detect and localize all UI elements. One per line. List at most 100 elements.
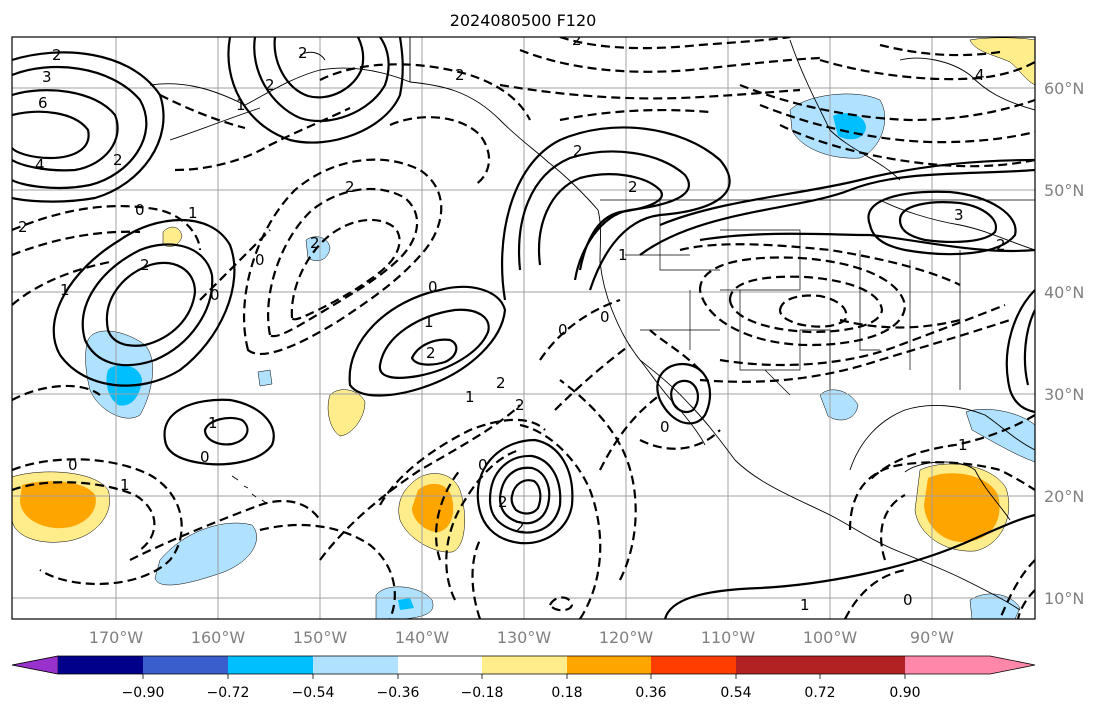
contour-label: 2 [996, 236, 1006, 254]
lon-label: 170°W [89, 628, 144, 647]
contour-label: 0 [478, 456, 488, 474]
colorbar-segment [651, 656, 736, 674]
latitude-labels: 60°N 50°N 40°N 30°N 20°N 10°N [1044, 79, 1084, 608]
patch-168w-small [257, 369, 273, 387]
colorbar-segment [398, 656, 482, 674]
lat-label: 20°N [1044, 487, 1084, 506]
lon-label: 160°W [191, 628, 246, 647]
contour-label: 2 [113, 151, 123, 169]
contour-label: 2 [426, 344, 436, 362]
dashed-contours [12, 37, 1035, 619]
colorbar-segment [313, 656, 398, 674]
lat-label: 30°N [1044, 385, 1084, 404]
map-panel: 2 3 6 4 2 2 2 0 2 1 2 0 1 0 2 1 2 2 2 0 [11, 31, 1036, 620]
contour-label: 2 [496, 374, 506, 392]
lon-label: 130°W [497, 628, 552, 647]
contour-label: 2 [298, 44, 308, 62]
map-title: 2024080500 F120 [450, 11, 597, 30]
lon-label: 100°W [803, 628, 858, 647]
colorbar-segment-high [820, 656, 905, 674]
colorbar-tick-label: 0.90 [889, 685, 920, 701]
lat-label: 40°N [1044, 283, 1084, 302]
contour-label: 1 [465, 388, 475, 406]
contour-label: 3 [42, 68, 52, 86]
colorbar-segment [228, 656, 313, 674]
contour-label: 2 [572, 31, 582, 49]
colorbar-tick-label: −0.54 [292, 685, 335, 701]
lat-label: 60°N [1044, 79, 1084, 98]
contour-label: 0 [210, 286, 220, 304]
patch-west-orange [20, 481, 96, 529]
colorbar-extend-low [11, 655, 59, 675]
colorbar-tick-label: −0.18 [461, 685, 504, 701]
contour-label: 0 [660, 418, 670, 436]
colorbar-segment [482, 656, 567, 674]
patch-165w-yellow [162, 226, 183, 247]
colorbar-tick-label: 0.72 [804, 685, 835, 701]
contour-label: 4 [35, 156, 45, 174]
colorbar-segment [736, 656, 820, 674]
colorbar-tick-label: −0.90 [122, 685, 165, 701]
contour-label: 1 [424, 313, 434, 331]
contour-label: 1 [208, 414, 218, 432]
colorbar-tick-label: 0.54 [720, 685, 751, 701]
contour-label: 6 [38, 94, 48, 112]
contour-labels: 2 3 6 4 2 2 2 0 2 1 2 0 1 0 2 1 2 2 2 0 [18, 31, 1006, 614]
contour-label: 2 [515, 518, 525, 536]
contour-label: 0 [428, 278, 438, 296]
patch-gulf-east [965, 409, 1035, 463]
contour-label: 2 [573, 142, 583, 160]
contour-label: 0 [135, 201, 145, 219]
lat-label: 10°N [1044, 589, 1084, 608]
lon-label: 110°W [701, 628, 756, 647]
contour-label: 2 [345, 178, 355, 196]
contour-label: 2 [455, 66, 465, 84]
contour-label: 0 [558, 321, 568, 339]
contour-label: 0 [200, 448, 210, 466]
patch-155w-light [154, 522, 257, 586]
colorbar-tick-labels: −0.90 −0.72 −0.54 −0.36 −0.18 0.18 0.36 … [122, 685, 921, 701]
colorbar-segment [143, 656, 228, 674]
contour-label: 0 [255, 251, 265, 269]
contour-label: 0 [68, 456, 78, 474]
colorbar-segment [567, 656, 651, 674]
contour-label: 1 [618, 246, 628, 264]
patch-140w-south-dark [398, 598, 414, 610]
contour-label: 1 [236, 96, 246, 114]
lon-label: 120°W [599, 628, 654, 647]
colorbar-tick-label: −0.36 [377, 685, 420, 701]
contour-label: 2 [310, 234, 320, 252]
contour-label: 4 [975, 66, 985, 84]
gridlines [12, 37, 1035, 619]
solid-contours [12, 37, 1035, 619]
patch-145w-yellow [327, 389, 366, 437]
colorbar-segment [58, 656, 143, 674]
colorbar-tick-label: 0.36 [635, 685, 666, 701]
contour-label: 1 [958, 436, 968, 454]
colorbar: −0.90 −0.72 −0.54 −0.36 −0.18 0.18 0.36 … [11, 655, 1036, 701]
colorbar-tick-label: −0.72 [207, 685, 250, 701]
contour-label: 2 [515, 396, 525, 414]
contour-label: 3 [954, 206, 964, 224]
contour-label: 2 [140, 256, 150, 274]
contour-label: 2 [52, 46, 62, 64]
contour-label: 0 [600, 308, 610, 326]
lat-label: 50°N [1044, 181, 1084, 200]
contour-label: 1 [60, 281, 70, 299]
colorbar-extend-high [905, 656, 1035, 674]
contour-label: 1 [120, 476, 130, 494]
patch-150w-small [305, 236, 331, 261]
lon-label: 150°W [293, 628, 348, 647]
lon-label: 90°W [910, 628, 954, 647]
longitude-labels: 170°W 160°W 150°W 140°W 130°W 120°W 110°… [89, 628, 954, 647]
contour-label: 2 [18, 218, 28, 236]
contour-label: 2 [628, 178, 638, 196]
lon-label: 140°W [395, 628, 450, 647]
contour-label: 0 [903, 591, 913, 609]
colorbar-tick-label: 0.18 [551, 685, 582, 701]
patch-ne-yellow [969, 37, 1035, 86]
colorbar-ticks [142, 674, 906, 679]
contour-label: 2 [265, 76, 275, 94]
contour-label: 1 [188, 204, 198, 222]
